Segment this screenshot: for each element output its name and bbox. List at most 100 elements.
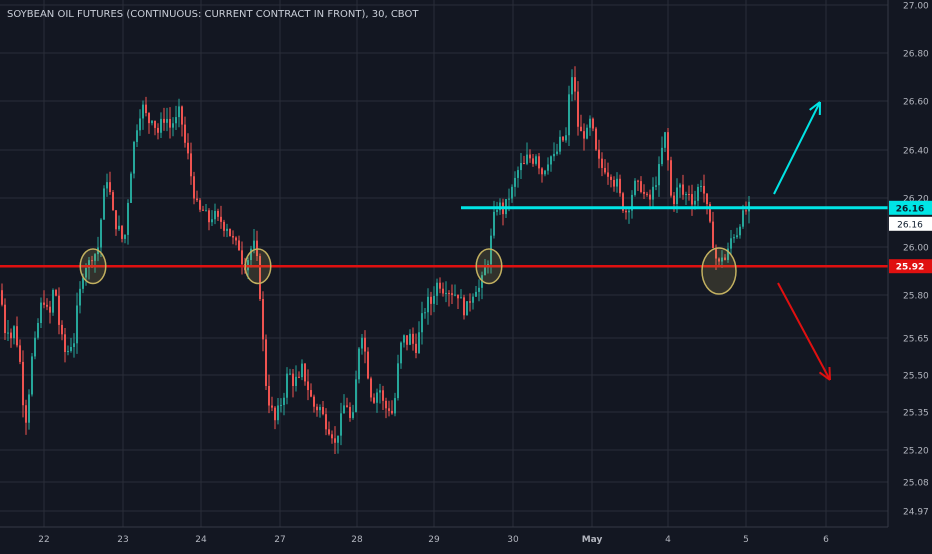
candle-body — [409, 334, 411, 345]
candle-body — [25, 405, 27, 422]
candle-body — [316, 407, 318, 411]
candle-body — [73, 343, 75, 347]
y-tick-label: 25.20 — [903, 447, 929, 457]
touch-circle — [80, 249, 106, 284]
candle-body — [688, 194, 690, 195]
candle-body — [265, 339, 267, 386]
candle-body — [43, 303, 45, 305]
candle-body — [694, 201, 696, 205]
candle-body — [664, 132, 666, 148]
candle-body — [361, 338, 363, 349]
candle-body — [328, 429, 330, 434]
candle-body — [238, 240, 240, 250]
candle-body — [562, 137, 564, 141]
candle-body — [355, 379, 357, 412]
candle-body — [523, 163, 525, 164]
candle-body — [295, 377, 297, 386]
candle-body — [7, 333, 9, 334]
candle-body — [667, 132, 669, 160]
candle-body — [613, 180, 615, 187]
candle-body — [580, 127, 582, 131]
candle-body — [313, 397, 315, 407]
candle-body — [148, 113, 150, 123]
candle-body — [208, 210, 210, 222]
candle-body — [376, 393, 378, 403]
candle-body — [397, 363, 399, 398]
candle-body — [166, 119, 168, 123]
candle-body — [463, 297, 465, 315]
candle-body — [211, 219, 213, 222]
candle-body — [319, 407, 321, 410]
candle-body — [697, 187, 699, 201]
candle-body — [442, 289, 444, 294]
candle-body — [301, 364, 303, 377]
x-tick-label: 30 — [507, 535, 519, 545]
candle-body — [283, 398, 285, 405]
candle-body — [733, 237, 735, 238]
candle-body — [268, 386, 270, 406]
candle-body — [205, 210, 207, 211]
candle-body — [466, 301, 468, 315]
x-tick-label: 24 — [195, 535, 207, 545]
candle-body — [118, 226, 120, 229]
candle-body — [343, 405, 345, 413]
candle-body — [541, 168, 543, 174]
candle-body — [121, 226, 123, 239]
candle-body — [520, 163, 522, 170]
x-tick-label: 6 — [823, 535, 829, 545]
candle-body — [40, 303, 42, 323]
resistance-price-label-text: 26.16 — [896, 204, 924, 214]
candle-body — [133, 142, 135, 174]
candle-body — [691, 194, 693, 204]
support-price-label-text: 25.92 — [896, 263, 924, 273]
candle-body — [55, 290, 57, 296]
candle-body — [136, 130, 138, 142]
candle-body — [682, 185, 684, 195]
candle-body — [634, 181, 636, 195]
y-tick-label: 24.97 — [903, 508, 929, 518]
candle-body — [670, 160, 672, 195]
candle-body — [427, 297, 429, 312]
candle-body — [655, 185, 657, 187]
candle-body — [331, 434, 333, 438]
candle-body — [532, 158, 534, 163]
candle-body — [103, 188, 105, 219]
candle-body — [280, 405, 282, 406]
candle-body — [538, 156, 540, 168]
candle-body — [700, 186, 702, 187]
candle-body — [685, 194, 687, 195]
candle-body — [154, 121, 156, 128]
candle-body — [253, 241, 255, 249]
plot-area — [0, 0, 888, 527]
candle-body — [16, 326, 18, 345]
candle-body — [535, 156, 537, 164]
candle-body — [340, 413, 342, 435]
candle-body — [550, 156, 552, 164]
candle-body — [373, 397, 375, 402]
y-tick-label: 27.00 — [903, 2, 929, 12]
candle-body — [739, 227, 741, 236]
candle-body — [628, 211, 630, 213]
candle-body — [649, 195, 651, 200]
candle-body — [526, 155, 528, 164]
candle-body — [10, 333, 12, 339]
candle-body — [34, 338, 36, 357]
candle-body — [169, 119, 171, 128]
candle-body — [151, 121, 153, 123]
candle-body — [607, 172, 609, 176]
candle-body — [583, 131, 585, 138]
touch-circle — [245, 249, 271, 284]
candle-body — [31, 356, 33, 394]
candle-body — [571, 77, 573, 94]
candle-body — [4, 305, 6, 333]
x-tick-label: 22 — [38, 535, 49, 545]
candle-body — [448, 293, 450, 294]
candle-body — [130, 174, 132, 203]
candle-body — [673, 196, 675, 204]
candle-body — [307, 381, 309, 390]
candle-body — [601, 159, 603, 168]
candle-body — [61, 325, 63, 334]
candle-body — [445, 293, 447, 294]
